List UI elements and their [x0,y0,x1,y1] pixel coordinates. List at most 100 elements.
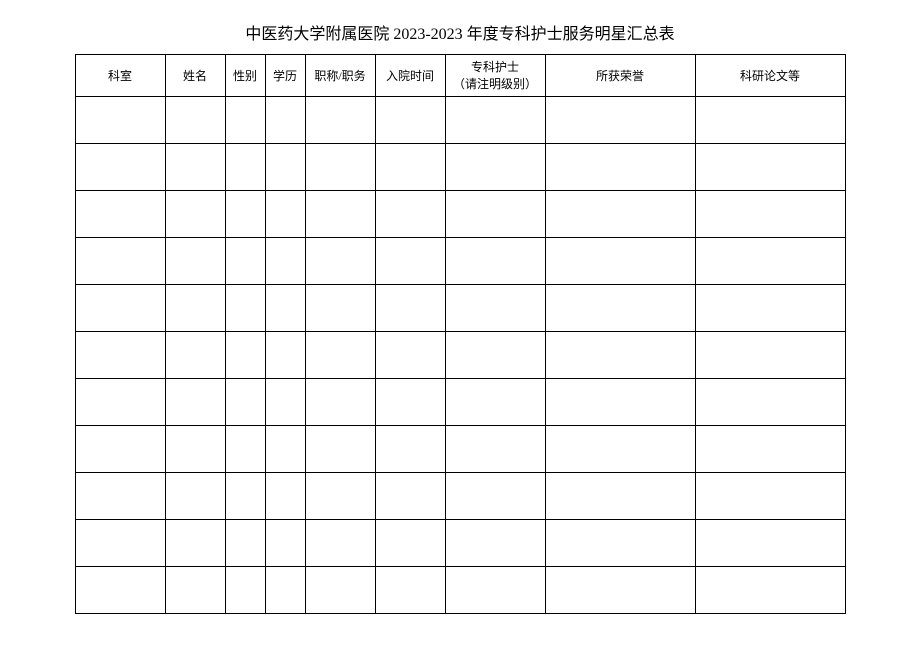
cell [165,473,225,520]
cell [375,144,445,191]
cell [75,285,165,332]
cell [445,191,545,238]
cell [225,567,265,614]
cell [375,97,445,144]
cell [165,426,225,473]
cell [165,97,225,144]
cell [305,426,375,473]
table-row [75,191,845,238]
cell [305,97,375,144]
cell [545,520,695,567]
cell [545,332,695,379]
cell [265,379,305,426]
cell [305,379,375,426]
table-row [75,97,845,144]
cell [545,426,695,473]
cell [695,426,845,473]
cell [165,238,225,285]
cell [545,567,695,614]
table-row [75,332,845,379]
header-research: 科研论文等 [695,55,845,97]
cell [75,238,165,285]
cell [445,97,545,144]
cell [445,520,545,567]
cell [165,144,225,191]
cell [75,379,165,426]
cell [265,332,305,379]
cell [225,191,265,238]
cell [375,520,445,567]
cell [305,144,375,191]
cell [375,285,445,332]
cell [165,191,225,238]
cell [545,238,695,285]
cell [165,567,225,614]
cell [165,285,225,332]
cell [695,520,845,567]
cell [265,520,305,567]
cell [445,426,545,473]
table-row [75,238,845,285]
cell [375,191,445,238]
cell [545,97,695,144]
table-row [75,285,845,332]
cell [225,332,265,379]
table-row [75,426,845,473]
cell [165,379,225,426]
cell [375,473,445,520]
cell [75,191,165,238]
header-gender: 性别 [225,55,265,97]
cell [265,238,305,285]
cell [225,285,265,332]
cell [265,473,305,520]
cell [225,473,265,520]
cell [165,332,225,379]
table-row [75,567,845,614]
cell [75,332,165,379]
cell [75,520,165,567]
cell [225,97,265,144]
header-specialist-line1: 专科护士 [450,59,541,76]
cell [225,379,265,426]
cell [305,238,375,285]
cell [305,285,375,332]
cell [305,520,375,567]
table-row [75,379,845,426]
cell [265,426,305,473]
cell [75,426,165,473]
cell [375,238,445,285]
cell [75,567,165,614]
cell [695,144,845,191]
cell [225,520,265,567]
cell [225,238,265,285]
cell [265,144,305,191]
cell [545,473,695,520]
cell [305,191,375,238]
header-department: 科室 [75,55,165,97]
cell [375,332,445,379]
cell [305,473,375,520]
cell [375,426,445,473]
summary-table: 科室 姓名 性别 学历 职称/职务 入院时间 专科护士 （请注明级别） 所获荣誉… [75,54,846,614]
cell [445,473,545,520]
cell [445,285,545,332]
cell [695,473,845,520]
header-name: 姓名 [165,55,225,97]
cell [305,567,375,614]
cell [545,144,695,191]
table-row [75,520,845,567]
cell [695,285,845,332]
cell [445,567,545,614]
table-row [75,144,845,191]
cell [225,144,265,191]
cell [695,379,845,426]
cell [165,520,225,567]
cell [225,426,265,473]
cell [75,473,165,520]
cell [375,567,445,614]
header-specialist-nurse: 专科护士 （请注明级别） [445,55,545,97]
cell [545,191,695,238]
cell [695,191,845,238]
cell [265,567,305,614]
cell [445,332,545,379]
